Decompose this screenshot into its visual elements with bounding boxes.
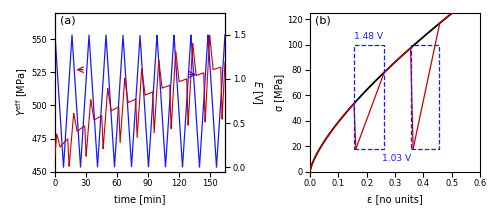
Y-axis label: $E$ [V]: $E$ [V] (250, 80, 264, 105)
Bar (410, 45, 439, 149)
X-axis label: ε [no units]: ε [no units] (367, 194, 423, 204)
Y-axis label: $Y^\mathrm{eff}$ [MPa]: $Y^\mathrm{eff}$ [MPa] (14, 68, 30, 116)
Y-axis label: σ [MPa]: σ [MPa] (274, 74, 284, 111)
Text: 1.03 V: 1.03 V (382, 154, 412, 163)
Text: 1.48 V: 1.48 V (354, 32, 384, 41)
Bar (354, 45, 384, 149)
X-axis label: time [min]: time [min] (114, 194, 166, 204)
Text: (a): (a) (60, 16, 76, 26)
Text: (b): (b) (315, 16, 331, 26)
